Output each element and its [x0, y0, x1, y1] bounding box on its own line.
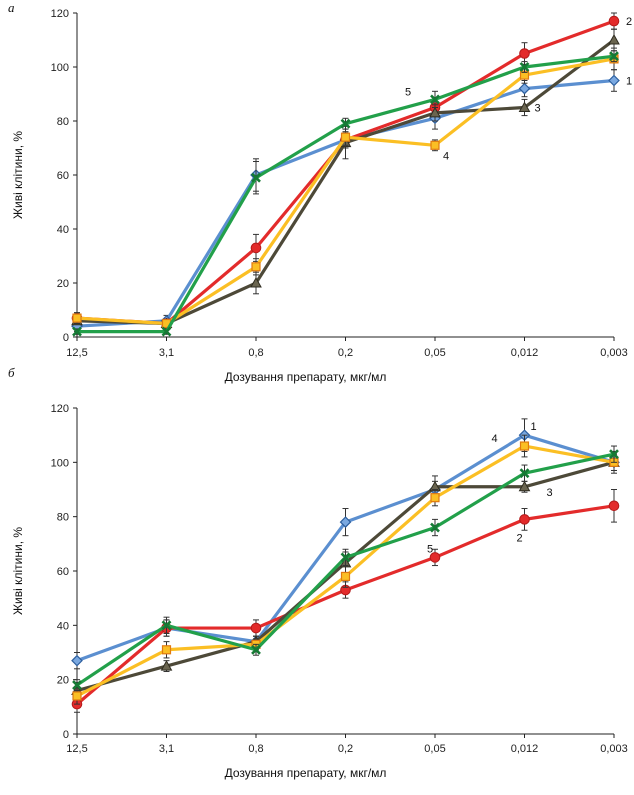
series-number-label: 3 — [547, 487, 553, 499]
y-tick-label: 100 — [51, 457, 69, 469]
data-point — [608, 74, 620, 87]
x-tick-label: 12,5 — [66, 347, 87, 359]
y-axis-title: Живі клітини, % — [11, 527, 25, 615]
data-point — [72, 326, 82, 337]
series-4 — [72, 47, 619, 329]
x-tick-label: 0,05 — [424, 743, 445, 755]
x-tick-label: 3,1 — [159, 743, 174, 755]
y-tick-label: 20 — [57, 675, 69, 687]
x-tick-label: 0,2 — [338, 743, 353, 755]
y-tick-label: 40 — [57, 224, 69, 236]
data-point — [519, 441, 530, 451]
series-number-label: 2 — [517, 532, 523, 544]
series-number-label: 3 — [535, 103, 541, 115]
data-point — [430, 493, 440, 503]
y-tick-label: 0 — [63, 332, 69, 344]
x-tick-label: 0,012 — [511, 743, 539, 755]
data-point — [72, 313, 82, 323]
chart-panel-1: 0 20 40 60 80 100 120 12,5 3,1 0,8 0,2 0,05 0,012 0,0… — [8, 0, 632, 384]
panel-letter: б — [8, 365, 15, 380]
series-number-label: 5 — [405, 86, 411, 98]
data-point — [251, 172, 261, 183]
data-point — [429, 106, 441, 118]
series-5 — [72, 445, 619, 692]
data-point — [519, 514, 530, 525]
data-point — [430, 140, 440, 150]
y-tick-label: 120 — [51, 403, 69, 415]
data-point — [340, 571, 351, 582]
data-point — [160, 660, 173, 671]
x-tick-label: 0,8 — [248, 347, 263, 359]
series-number-label: 4 — [492, 433, 498, 445]
series-line — [76, 433, 615, 663]
series-number-label: 2 — [626, 16, 632, 28]
x-tick-label: 0,05 — [424, 347, 445, 359]
x-tick-label: 0,8 — [248, 743, 263, 755]
series-line — [76, 57, 615, 326]
x-tick-label: 0,012 — [511, 347, 539, 359]
y-tick-label: 120 — [51, 8, 69, 20]
data-point — [518, 82, 531, 95]
data-point — [430, 522, 440, 533]
x-tick-label: 0,003 — [600, 347, 628, 359]
y-tick-label: 40 — [57, 620, 69, 632]
data-point — [250, 622, 262, 634]
chart-panel-2: 0 20 40 60 80 100 120 12,5 3,1 0,8 0,2 0,05 0,012 0,0… — [8, 365, 628, 780]
data-point — [161, 620, 172, 631]
data-point — [161, 326, 172, 337]
data-point — [519, 48, 530, 59]
y-tick-label: 100 — [51, 62, 69, 74]
data-point — [161, 645, 172, 655]
series-5 — [72, 50, 619, 337]
data-point — [340, 552, 351, 563]
data-point — [339, 516, 352, 528]
series-4 — [72, 434, 619, 705]
data-point — [429, 552, 441, 563]
series-number-label: 4 — [443, 150, 449, 162]
series-number-label: 5 — [427, 544, 433, 556]
data-point — [519, 62, 530, 72]
y-tick-label: 80 — [57, 512, 69, 524]
data-point — [519, 468, 530, 479]
data-point — [430, 94, 440, 105]
data-point — [609, 51, 619, 62]
data-point — [608, 33, 620, 45]
data-point — [609, 449, 619, 460]
x-tick-label: 0,003 — [600, 743, 628, 755]
x-tick-label: 3,1 — [159, 347, 174, 359]
series-line — [76, 78, 615, 328]
data-point — [72, 680, 82, 691]
data-point — [518, 480, 531, 492]
series-2 — [71, 12, 620, 329]
data-point — [72, 691, 82, 701]
series-1 — [71, 418, 620, 670]
data-point — [340, 132, 351, 142]
y-tick-label: 60 — [57, 170, 69, 182]
series-line — [76, 38, 615, 326]
x-axis-title: Дозування препарату, мкг/мл — [225, 766, 387, 780]
y-tick-label: 60 — [57, 566, 69, 578]
panel-letter: а — [8, 0, 15, 15]
series-number-label: 1 — [626, 76, 632, 88]
data-point — [340, 118, 351, 129]
data-point — [250, 242, 262, 254]
series-line — [77, 54, 615, 334]
y-axis-title: Живі клітини, % — [11, 131, 25, 219]
x-axis-title: Дозування препарату, мкг/мл — [225, 370, 387, 384]
y-tick-label: 0 — [63, 729, 69, 741]
y-tick-label: 20 — [57, 278, 69, 290]
data-point — [71, 654, 83, 667]
series-number-label: 1 — [531, 421, 537, 433]
data-point — [518, 101, 531, 112]
y-tick-label: 80 — [57, 116, 69, 128]
data-point — [251, 262, 261, 272]
data-point — [608, 15, 620, 27]
data-point — [250, 276, 262, 288]
data-point — [608, 500, 620, 512]
x-tick-label: 12,5 — [66, 743, 87, 755]
data-point — [251, 644, 261, 655]
x-tick-label: 0,2 — [338, 347, 353, 359]
